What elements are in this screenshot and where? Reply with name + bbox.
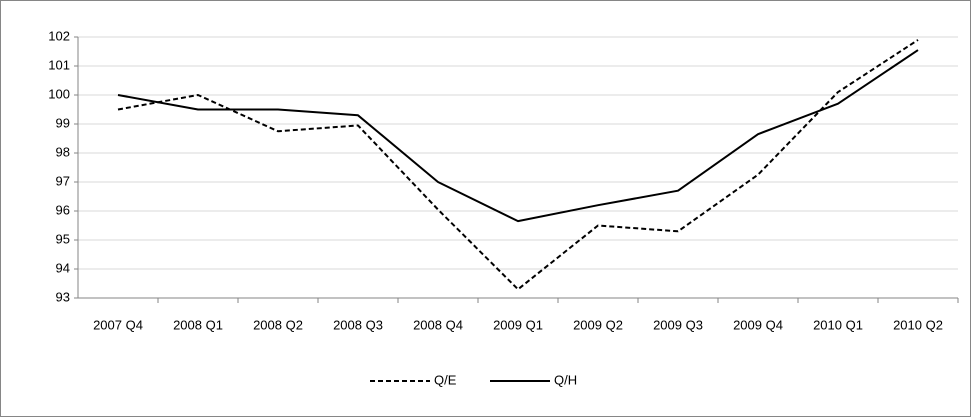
x-tick-label: 2009 Q2 xyxy=(573,317,623,332)
y-tick-label: 101 xyxy=(48,57,70,72)
y-tick-label: 102 xyxy=(48,28,70,43)
x-tick-label: 2007 Q4 xyxy=(93,317,143,332)
y-tick-label: 95 xyxy=(56,231,70,246)
x-tick-label: 2008 Q4 xyxy=(413,317,463,332)
x-tick-label: 2008 Q1 xyxy=(173,317,223,332)
y-tick-label: 99 xyxy=(56,115,70,130)
y-tick-label: 98 xyxy=(56,144,70,159)
x-tick-label: 2008 Q2 xyxy=(253,317,303,332)
x-tick-label: 2010 Q1 xyxy=(813,317,863,332)
y-tick-label: 94 xyxy=(56,260,70,275)
legend-label: Q/E xyxy=(434,372,457,387)
x-tick-label: 2009 Q4 xyxy=(733,317,783,332)
x-tick-label: 2009 Q3 xyxy=(653,317,703,332)
x-tick-label: 2009 Q1 xyxy=(493,317,543,332)
y-tick-label: 93 xyxy=(56,289,70,304)
y-tick-label: 100 xyxy=(48,86,70,101)
y-tick-label: 96 xyxy=(56,202,70,217)
series-line xyxy=(117,39,919,291)
legend-label: Q/H xyxy=(554,372,577,387)
x-tick-label: 2008 Q3 xyxy=(333,317,383,332)
series-line xyxy=(117,49,919,223)
y-tick-label: 97 xyxy=(56,173,70,188)
x-tick-label: 2010 Q2 xyxy=(893,317,943,332)
